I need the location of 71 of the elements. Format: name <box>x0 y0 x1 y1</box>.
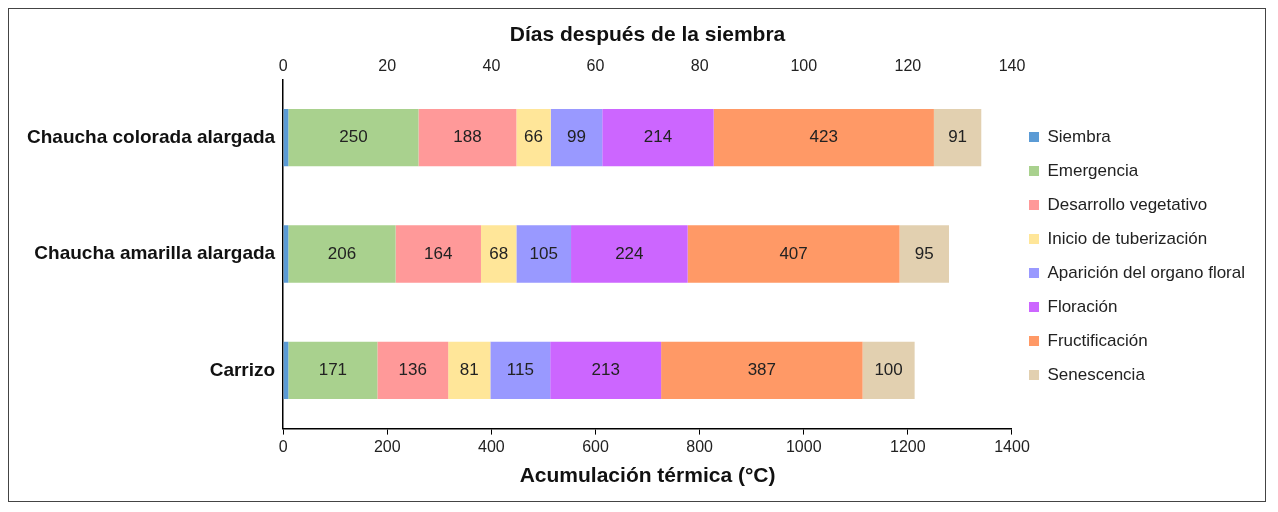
x2-tick-label: 80 <box>690 57 709 75</box>
legend-label: Emergencia <box>1047 160 1139 180</box>
bar <box>395 225 481 283</box>
data-label: 105 <box>529 243 558 263</box>
x-tick-label: 600 <box>582 437 609 455</box>
data-label: 423 <box>809 127 838 147</box>
bar <box>571 225 688 283</box>
data-label: 213 <box>591 360 620 380</box>
x2-tick-label: 120 <box>894 57 922 75</box>
bar <box>687 225 900 283</box>
y-tick-label: Chaucha colorada alargada <box>26 125 276 147</box>
data-label: 81 <box>459 360 479 380</box>
x2-tick-label: 40 <box>482 57 501 75</box>
data-label: 95 <box>914 243 934 263</box>
data-label: 91 <box>948 127 968 147</box>
data-label: 206 <box>327 243 357 263</box>
bar <box>490 341 551 400</box>
x-tick-label: 1000 <box>785 437 822 455</box>
data-label: 164 <box>424 243 453 263</box>
legend-label: Aparición del organo floral <box>1047 262 1246 282</box>
x-axis-title: Acumulación térmica (°C) <box>519 463 776 487</box>
legend-label: Senescencia <box>1047 364 1146 384</box>
x-tick-label: 1400 <box>994 437 1030 455</box>
bar <box>933 108 982 167</box>
x-tick-label: 800 <box>686 437 714 455</box>
data-label: 136 <box>398 360 427 380</box>
legend-label: Fructificación <box>1047 330 1148 350</box>
x2-tick-label: 0 <box>278 57 288 75</box>
bar <box>288 341 378 400</box>
bar <box>448 341 491 400</box>
bar <box>602 108 714 167</box>
legend-label: Desarrollo vegetativo <box>1047 194 1208 214</box>
x-tick-label: 400 <box>478 437 505 455</box>
data-label: 99 <box>567 127 586 147</box>
x2-tick-label: 100 <box>790 57 818 75</box>
bar <box>862 341 915 400</box>
bar <box>550 108 603 167</box>
data-label: 407 <box>779 243 808 263</box>
bar <box>661 341 863 400</box>
x2-tick-label: 140 <box>998 57 1026 75</box>
bar <box>899 225 949 283</box>
data-label: 250 <box>339 127 368 147</box>
bar <box>288 225 396 283</box>
data-label: 387 <box>747 360 777 380</box>
data-label: 171 <box>318 360 348 380</box>
bar <box>516 108 551 167</box>
data-label: 66 <box>524 127 544 147</box>
x2-tick-label: 60 <box>586 57 605 75</box>
x-tick-label: 1200 <box>890 437 926 455</box>
data-label: 224 <box>615 243 644 263</box>
x-tick-label: 200 <box>373 437 401 455</box>
data-label: 100 <box>874 360 903 380</box>
x-tick-label: 0 <box>278 437 288 455</box>
data-label: 188 <box>453 127 482 147</box>
bar <box>516 225 572 283</box>
bar <box>480 225 517 283</box>
bar <box>418 108 517 167</box>
data-label: 68 <box>489 243 509 263</box>
x2-tick-label: 20 <box>378 57 397 75</box>
x2-axis-title: Días después de la siembra <box>509 22 786 46</box>
bar <box>288 108 419 167</box>
bar <box>550 341 662 400</box>
y-tick-label: Chaucha amarilla alargada <box>34 242 276 264</box>
data-label: 115 <box>506 360 534 380</box>
y-tick-label: Carrizo <box>209 358 276 380</box>
bar <box>713 108 934 167</box>
data-label: 214 <box>643 127 673 147</box>
legend-label: Siembra <box>1047 126 1112 146</box>
legend-label: Inicio de tuberización <box>1047 228 1208 248</box>
bar <box>377 341 449 400</box>
legend-label: Floración <box>1047 296 1118 316</box>
